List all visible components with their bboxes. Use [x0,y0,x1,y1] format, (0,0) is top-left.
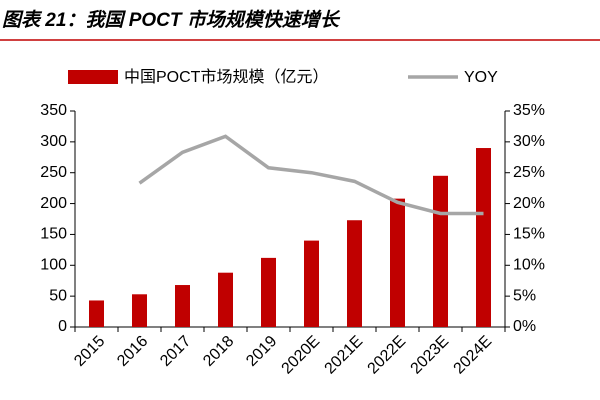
x-tick-label: 2024E [451,333,496,378]
bar [89,300,104,327]
chart-title: 图表 21：我国 POCT 市场规模快速增长 [2,9,341,31]
x-tick-label: 2015 [71,333,108,370]
y-tick-label: 200 [40,195,67,212]
y2-tick-label: 0% [513,318,536,335]
x-tick-label: 2023E [408,333,453,378]
y2-tick-label: 15% [513,226,545,243]
x-tick-label: 2020E [279,333,324,378]
y-tick-label: 100 [40,257,67,274]
bar [476,148,491,327]
bar [390,198,405,327]
bar [261,257,276,327]
y-tick-label: 150 [40,226,67,243]
x-tick-label: 2018 [200,333,237,370]
y-tick-label: 50 [49,287,67,304]
y-tick-label: 300 [40,133,67,150]
y-tick-label: 0 [58,318,67,335]
y2-tick-label: 35% [513,102,545,119]
x-tick-label: 2022E [365,333,410,378]
legend-label: 中国POCT市场规模（亿元） [124,68,328,86]
bar [132,294,147,327]
y-tick-label: 350 [40,102,67,119]
legend-swatch [68,70,118,84]
y2-tick-label: 5% [513,287,536,304]
line [138,134,484,216]
x-tick-label: 2021E [322,333,367,378]
x-tick-label: 2017 [157,333,194,370]
x-tick-label: 2019 [243,333,280,370]
bar [175,285,190,327]
x-tick-label: 2016 [114,333,151,370]
bar [433,175,448,327]
bar [347,220,362,327]
y2-tick-label: 10% [513,257,545,274]
bar [304,240,319,327]
y-tick-label: 250 [40,164,67,181]
y2-tick-label: 30% [513,133,545,150]
y2-tick-label: 25% [513,164,545,181]
legend-label: YOY [464,69,498,86]
bar [218,272,233,327]
y2-tick-label: 20% [513,195,545,212]
